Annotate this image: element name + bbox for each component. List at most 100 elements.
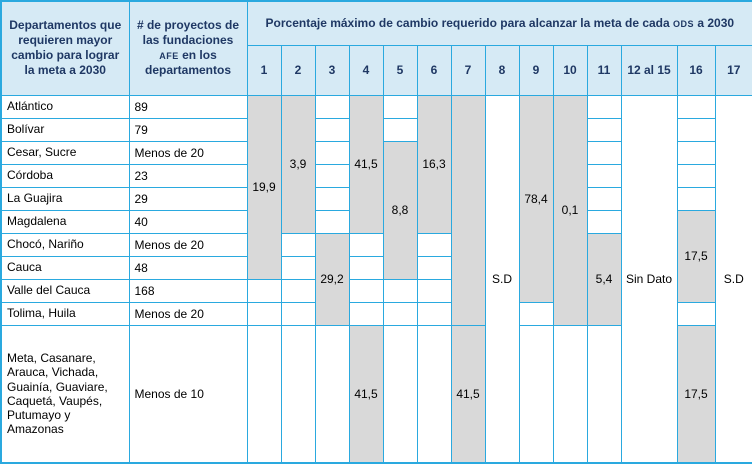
ods-col-header-9: 9 <box>518 44 554 96</box>
header-ods-title-pre: Porcentaje máximo de cambio requerido pa… <box>265 15 674 30</box>
ods-empty-cell <box>586 117 622 142</box>
ods-empty-cell <box>586 209 622 234</box>
projects-cell: 89 <box>128 94 248 119</box>
ods-empty-cell <box>314 94 350 119</box>
ods-empty-cell <box>586 94 622 119</box>
ods-empty-cell <box>280 232 316 257</box>
department-cell: Valle del Cauca <box>0 278 130 303</box>
ods-col-header-17: 17 <box>714 44 752 96</box>
projects-cell: Menos de 20 <box>128 140 248 165</box>
ods-empty-cell <box>382 324 418 464</box>
ods-col-header-8: 8 <box>484 44 520 96</box>
ods-value-cell-17: S.D <box>714 94 752 464</box>
ods-col-header-16: 16 <box>676 44 716 96</box>
ods-col-header-2: 2 <box>280 44 316 96</box>
ods-empty-cell <box>280 278 316 303</box>
projects-cell: 79 <box>128 117 248 142</box>
ods-value-cell-4: 41,5 <box>348 94 384 234</box>
ods-value-cell-4-bottom: 41,5 <box>348 324 384 464</box>
ods-empty-cell <box>382 117 418 142</box>
ods-col-header-3: 3 <box>314 44 350 96</box>
ods-value-cell-8: S.D <box>484 94 520 464</box>
ods-empty-cell <box>348 255 384 280</box>
header-ods-title-ods: ODS <box>673 18 695 29</box>
ods-empty-cell <box>416 232 452 257</box>
ods-col-header-11: 11 <box>586 44 622 96</box>
ods-empty-cell <box>382 301 418 326</box>
ods-col-header-1: 1 <box>246 44 282 96</box>
ods-value-cell-9: 78,4 <box>518 94 554 303</box>
header-ods-title: Porcentaje máximo de cambio requerido pa… <box>246 0 752 46</box>
ods-col-header-5: 5 <box>382 44 418 96</box>
department-cell: Chocó, Nariño <box>0 232 130 257</box>
ods-empty-cell <box>676 94 716 119</box>
ods-empty-cell <box>416 278 452 303</box>
ods-empty-cell <box>676 186 716 211</box>
ods-empty-cell <box>382 94 418 119</box>
ods-empty-cell <box>314 140 350 165</box>
ods-value-cell-1: 19,9 <box>246 94 282 280</box>
ods-empty-cell <box>416 324 452 464</box>
ods-empty-cell <box>314 324 350 464</box>
header-departments: Departamentos que requieren mayor cambio… <box>0 0 130 96</box>
ods-empty-cell <box>518 324 554 464</box>
header-projects: # de proyectos de las fundaciones AFE en… <box>128 0 248 96</box>
ods-empty-cell <box>280 324 316 464</box>
ods-shaded-cell-7 <box>450 94 486 326</box>
ods-value-cell-7-bottom: 41,5 <box>450 324 486 464</box>
projects-cell: 48 <box>128 255 248 280</box>
ods-empty-cell <box>314 186 350 211</box>
department-cell: Meta, Casanare, Arauca, Vichada, Guainía… <box>0 324 130 464</box>
ods-empty-cell <box>314 163 350 188</box>
projects-cell: Menos de 20 <box>128 232 248 257</box>
ods-empty-cell <box>246 301 282 326</box>
ods-value-cell-3: 29,2 <box>314 232 350 326</box>
ods-empty-cell <box>676 163 716 188</box>
ods-empty-cell <box>676 117 716 142</box>
projects-cell: 40 <box>128 209 248 234</box>
ods-empty-cell <box>314 209 350 234</box>
ods-empty-cell <box>416 301 452 326</box>
ods-empty-cell <box>382 278 418 303</box>
department-cell: Bolívar <box>0 117 130 142</box>
ods-value-cell-16: 17,5 <box>676 209 716 303</box>
department-cell: Cesar, Sucre <box>0 140 130 165</box>
header-projects-pre: # de proyectos de las fundaciones <box>136 18 240 48</box>
ods-empty-cell <box>348 301 384 326</box>
department-cell: La Guajira <box>0 186 130 211</box>
ods-col-header-6: 6 <box>416 44 452 96</box>
ods-value-cell-12-15: Sin Dato <box>620 94 678 464</box>
ods-empty-cell <box>416 255 452 280</box>
header-projects-post: en los departamentos <box>144 48 232 78</box>
ods-col-header-7: 7 <box>450 44 486 96</box>
ods-empty-cell <box>280 255 316 280</box>
ods-col-header-10: 10 <box>552 44 588 96</box>
header-ods-title-post: a 2030 <box>694 15 735 30</box>
ods-col-header-12-15: 12 al 15 <box>620 44 678 96</box>
department-cell: Magdalena <box>0 209 130 234</box>
ods-value-cell-10: 0,1 <box>552 94 588 326</box>
ods-empty-cell <box>676 301 716 326</box>
ods-empty-cell <box>676 140 716 165</box>
department-cell: Córdoba <box>0 163 130 188</box>
ods-empty-cell <box>314 117 350 142</box>
projects-cell: Menos de 10 <box>128 324 248 464</box>
ods-value-cell-16-bottom: 17,5 <box>676 324 716 464</box>
projects-cell: 23 <box>128 163 248 188</box>
department-cell: Tolima, Huila <box>0 301 130 326</box>
department-cell: Cauca <box>0 255 130 280</box>
department-cell: Atlántico <box>0 94 130 119</box>
header-projects-afe: AFE <box>159 51 179 62</box>
ods-value-cell-2: 3,9 <box>280 94 316 234</box>
ods-value-cell-6: 16,3 <box>416 94 452 234</box>
projects-cell: 168 <box>128 278 248 303</box>
ods-empty-cell <box>586 163 622 188</box>
ods-empty-cell <box>246 278 282 303</box>
ods-empty-cell <box>586 186 622 211</box>
ods-value-cell-5: 8,8 <box>382 140 418 280</box>
ods-empty-cell <box>348 278 384 303</box>
ods-empty-cell <box>586 324 622 464</box>
ods-value-cell-11: 5,4 <box>586 232 622 326</box>
projects-cell: 29 <box>128 186 248 211</box>
